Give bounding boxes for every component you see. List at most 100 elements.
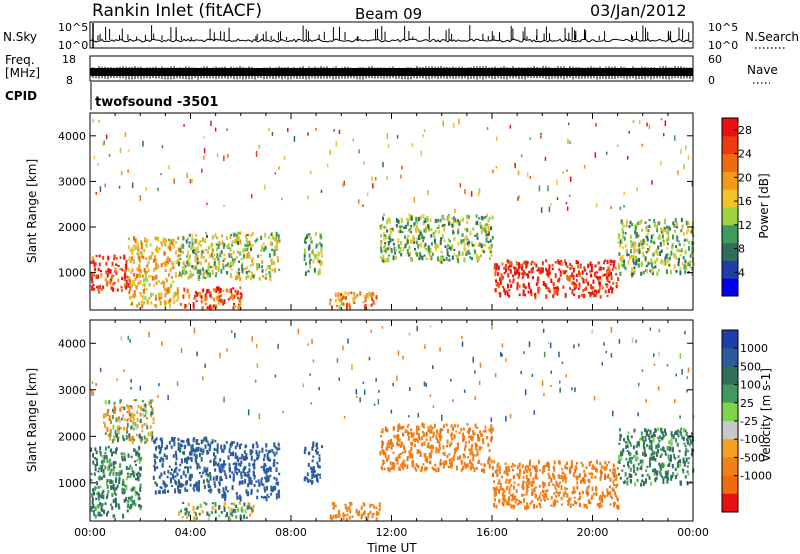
data-cell — [107, 409, 110, 412]
data-cell — [613, 260, 616, 264]
noise-cell — [254, 379, 257, 383]
nsky-frame — [89, 21, 694, 49]
data-cell — [541, 267, 544, 271]
data-cell — [250, 491, 253, 495]
data-cell — [381, 467, 384, 471]
data-cell — [564, 464, 567, 470]
data-cell — [204, 444, 207, 449]
data-cell — [636, 469, 639, 472]
data-cell — [630, 254, 633, 259]
data-cell — [424, 468, 427, 471]
data-cell — [606, 270, 609, 274]
data-cell — [490, 424, 493, 428]
data-cell — [662, 239, 665, 243]
data-cell — [151, 293, 154, 296]
data-cell — [649, 269, 652, 273]
data-cell — [115, 448, 117, 453]
data-cell — [114, 407, 117, 410]
data-cell — [265, 268, 267, 271]
data-cell — [100, 460, 103, 464]
noise-cell — [523, 351, 525, 354]
noise-cell — [686, 376, 689, 379]
noise-cell — [277, 343, 279, 349]
data-cell — [127, 453, 130, 458]
data-cell — [571, 272, 574, 278]
data-cell — [484, 224, 487, 229]
data-cell — [388, 234, 391, 237]
data-cell — [508, 496, 511, 502]
noise-cell — [520, 371, 522, 375]
data-cell — [397, 428, 400, 433]
data-cell — [193, 295, 196, 300]
noise-cell — [627, 156, 629, 160]
data-cell — [97, 504, 100, 509]
data-cell — [162, 238, 165, 243]
data-cell — [676, 248, 679, 252]
data-cell — [482, 216, 485, 219]
data-cell — [380, 435, 383, 438]
data-cell — [114, 267, 117, 273]
data-cell — [195, 481, 198, 485]
noise-cell — [396, 135, 399, 139]
data-cell — [515, 489, 518, 493]
data-cell — [152, 258, 155, 263]
data-cell — [243, 467, 245, 471]
data-cell — [464, 228, 467, 231]
data-cell — [474, 445, 477, 450]
data-cell — [194, 238, 197, 244]
data-cell — [501, 262, 504, 266]
data-cell — [100, 287, 103, 291]
noise-cell — [223, 155, 225, 162]
data-cell — [218, 514, 221, 518]
data-cell — [590, 475, 593, 479]
data-cell — [667, 235, 670, 240]
data-cell — [177, 254, 180, 258]
data-cell — [318, 260, 321, 264]
data-cell — [396, 436, 399, 442]
noise-cell — [91, 381, 94, 385]
data-cell — [656, 453, 658, 457]
data-cell — [617, 504, 620, 510]
data-cell — [498, 489, 501, 494]
data-cell — [209, 485, 212, 489]
colorbar-tick-label: 4 — [738, 266, 745, 279]
data-cell — [198, 452, 201, 458]
data-cell — [623, 236, 626, 241]
data-cell — [345, 517, 348, 522]
noise-cell — [386, 133, 389, 140]
data-cell — [446, 439, 449, 445]
data-cell — [198, 480, 201, 484]
data-cell — [634, 456, 637, 461]
data-cell — [649, 439, 652, 443]
data-cell — [244, 455, 247, 461]
data-cell — [388, 236, 391, 240]
data-cell — [686, 470, 689, 474]
data-cell — [476, 448, 479, 453]
data-cell — [619, 243, 622, 248]
data-cell — [225, 288, 228, 293]
data-cell — [495, 266, 498, 271]
data-cell — [525, 474, 528, 480]
data-cell — [604, 289, 607, 294]
data-cell — [424, 242, 427, 247]
data-cell — [277, 234, 280, 239]
data-cell — [359, 291, 362, 296]
data-cell — [661, 475, 663, 478]
data-cell — [274, 239, 277, 242]
colorbar-swatch — [722, 118, 738, 137]
data-cell — [413, 222, 416, 226]
data-cell — [569, 274, 572, 280]
data-cell — [146, 300, 149, 305]
data-cell — [489, 216, 491, 220]
data-cell — [239, 463, 242, 467]
data-cell — [399, 225, 401, 228]
data-cell — [112, 483, 115, 488]
noise-cell — [98, 119, 100, 124]
data-cell — [217, 268, 220, 273]
data-cell — [418, 450, 421, 453]
data-cell — [145, 288, 148, 292]
data-cell — [590, 287, 593, 290]
data-cell — [96, 285, 99, 289]
noise-cell — [196, 351, 198, 357]
data-cell — [380, 241, 382, 247]
